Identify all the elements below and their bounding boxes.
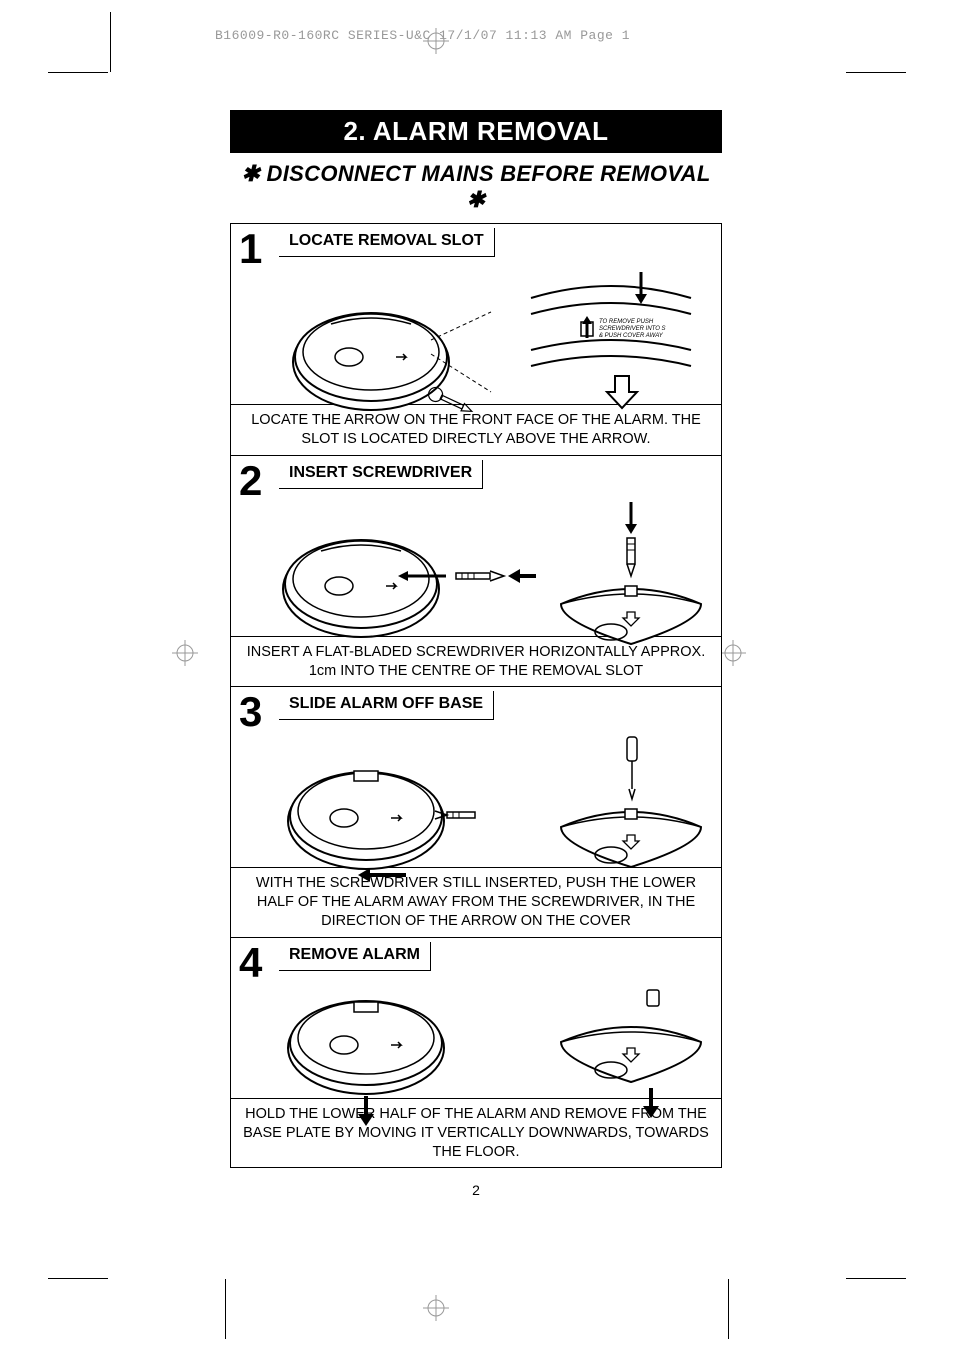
registration-mark-icon	[720, 640, 746, 666]
step-3-diagram	[231, 687, 721, 867]
step-1-diagram: TO REMOVE PUSH SCREWDRIVER INTO S & PUSH…	[231, 224, 721, 404]
page-number: 2	[230, 1182, 722, 1198]
crop-mark	[48, 1278, 108, 1279]
print-header: B16009-R0-160RC SERIES-U&C 17/1/07 11:13…	[215, 28, 630, 43]
crop-mark	[846, 1278, 906, 1279]
registration-mark-icon	[172, 640, 198, 666]
step-2: 2 INSERT SCREWDRIVER	[230, 456, 722, 688]
step-1: 1 LOCATE REMOVAL SLOT	[230, 223, 722, 456]
crop-mark	[846, 72, 906, 73]
registration-mark-icon	[423, 1295, 449, 1321]
svg-text:TO REMOVE PUSH: TO REMOVE PUSH	[599, 319, 654, 325]
crop-mark	[225, 1279, 226, 1339]
step-2-diagram	[231, 456, 721, 636]
section-title: 2. ALARM REMOVAL	[230, 110, 722, 153]
warning-line: ✱ DISCONNECT MAINS BEFORE REMOVAL ✱	[230, 161, 722, 213]
step-4-diagram	[231, 938, 721, 1098]
crop-mark	[110, 12, 111, 72]
step-3: 3 SLIDE ALARM OFF BASE	[230, 687, 722, 938]
crop-mark	[728, 1279, 729, 1339]
crop-mark	[48, 72, 108, 73]
svg-text:& PUSH COVER AWAY: & PUSH COVER AWAY	[599, 333, 664, 339]
content-area: 2. ALARM REMOVAL ✱ DISCONNECT MAINS BEFO…	[230, 110, 722, 1198]
step-4: 4 REMOVE ALARM	[230, 938, 722, 1169]
page: B16009-R0-160RC SERIES-U&C 17/1/07 11:13…	[0, 0, 954, 1351]
svg-text:SCREWDRIVER INTO S: SCREWDRIVER INTO S	[599, 326, 666, 332]
